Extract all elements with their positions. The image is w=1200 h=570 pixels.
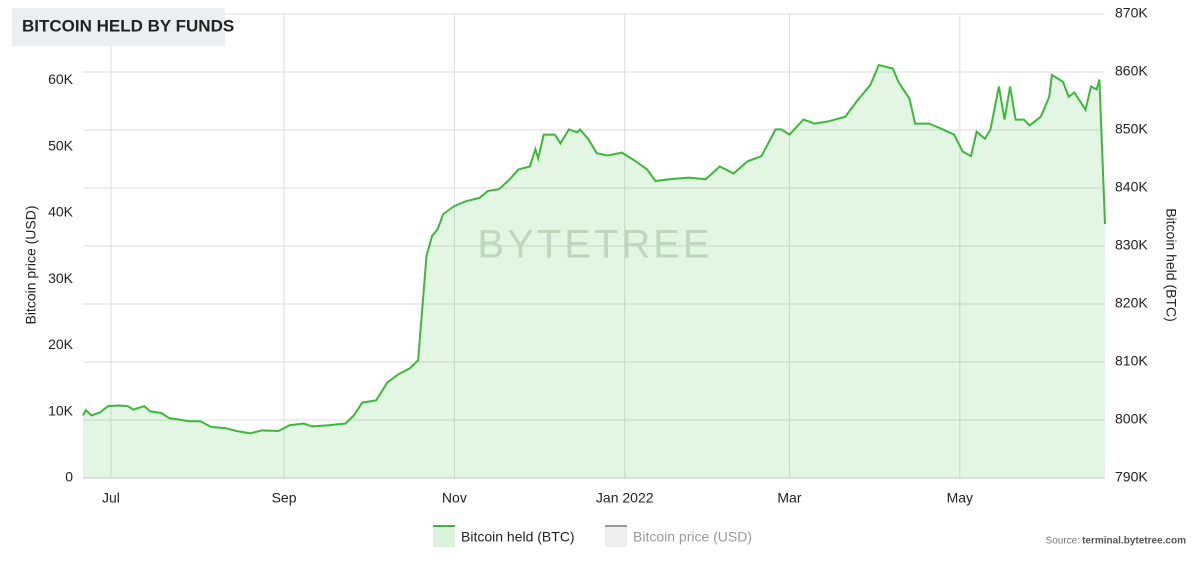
watermark: BYTETREE (477, 223, 712, 267)
x-tick-label: Jul (102, 490, 120, 506)
y2-tick-label: 810K (1115, 353, 1148, 369)
y2-tick-label: 800K (1115, 411, 1148, 427)
x-tick-label: Nov (442, 490, 467, 506)
y-tick-label: 60K (48, 71, 74, 87)
legend-swatch (605, 525, 627, 547)
y-tick-label: 30K (48, 270, 74, 286)
y2-tick-label: 830K (1115, 237, 1148, 253)
y-tick-label: 20K (48, 336, 74, 352)
grid (83, 13, 1105, 479)
x-tick-label: May (947, 490, 973, 506)
y-tick-label: 40K (48, 204, 74, 220)
source-label: Source: (1046, 536, 1080, 547)
y2-tick-label: 850K (1115, 121, 1148, 137)
x-tick-label: Mar (777, 490, 801, 506)
y2-axis-label: Bitcoin held (BTC) (1163, 208, 1179, 322)
legend-swatch (433, 525, 455, 547)
y2-tick-label: 820K (1115, 295, 1148, 311)
y2-tick-label: 860K (1115, 63, 1148, 79)
y-axis-label: Bitcoin price (USD) (23, 205, 39, 324)
y2-tick-label: 840K (1115, 179, 1148, 195)
y2-tick-label: 790K (1115, 469, 1148, 485)
legend-label: Bitcoin held (BTC) (461, 529, 575, 545)
area (83, 65, 1105, 478)
y-tick-label: 50K (48, 137, 74, 153)
source: terminal.bytetree.com (1082, 536, 1186, 547)
y-tick-label: 0 (65, 469, 73, 485)
x-tick-label: Sep (272, 490, 297, 506)
line (82, 63, 1106, 435)
legend-item[interactable]: Bitcoin held (BTC) (433, 525, 575, 547)
title-box (12, 8, 225, 46)
legend-item[interactable]: Bitcoin price (USD) (605, 525, 752, 547)
legend-label: Bitcoin price (USD) (633, 529, 752, 545)
x-tick-label: Jan 2022 (596, 490, 654, 506)
y-tick-label: 10K (48, 402, 74, 418)
y2-tick-label: 870K (1115, 5, 1148, 21)
chart-title: BITCOIN HELD BY FUNDS (22, 16, 234, 35)
